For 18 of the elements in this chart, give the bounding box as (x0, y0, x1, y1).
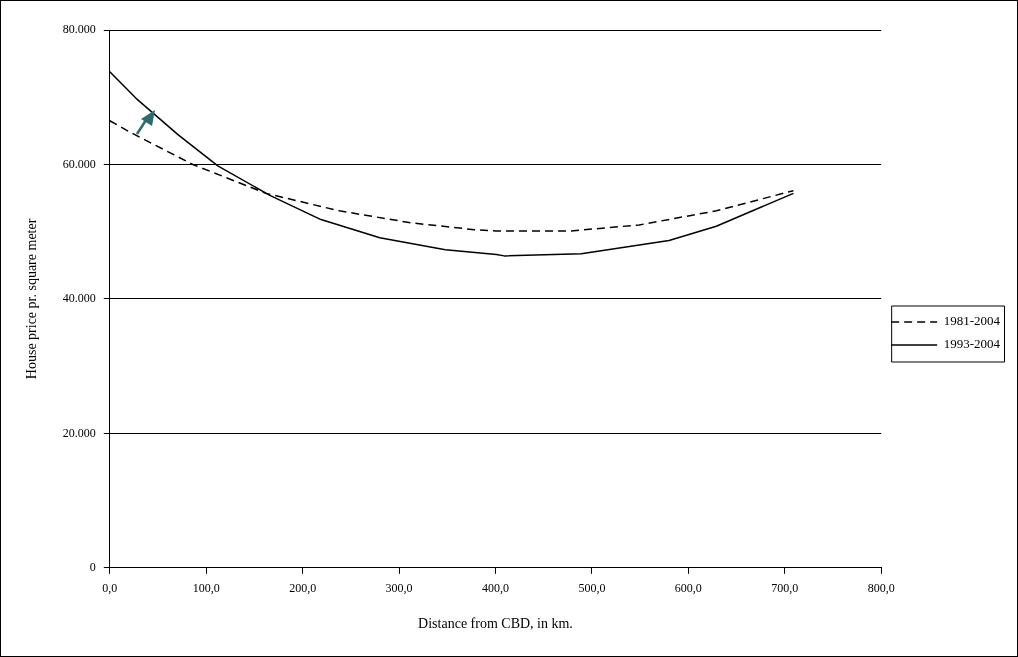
x-tick-label: 400,0 (481, 581, 509, 596)
x-tick-label: 600,0 (674, 581, 702, 596)
x-tick-label: 500,0 (578, 581, 606, 596)
x-tick-label: 200,0 (289, 581, 317, 596)
y-tick-label: 40.000 (62, 291, 96, 306)
x-tick-label: 0,0 (102, 581, 118, 596)
x-tick-label: 100,0 (192, 581, 220, 596)
y-axis-title: House price pr. square meter (24, 218, 40, 380)
legend-label: 1993-2004 (943, 336, 1001, 352)
y-tick-label: 0 (89, 559, 96, 574)
x-tick-label: 800,0 (867, 581, 895, 596)
y-tick-label: 20.000 (62, 425, 96, 440)
x-axis-title: Distance from CBD, in km. (418, 616, 573, 632)
x-tick-label: 300,0 (385, 581, 413, 596)
y-tick-label: 60.000 (62, 156, 96, 171)
y-tick-label: 80.000 (62, 22, 96, 37)
x-tick-label: 700,0 (771, 581, 799, 596)
legend-label: 1981-2004 (943, 313, 1001, 329)
